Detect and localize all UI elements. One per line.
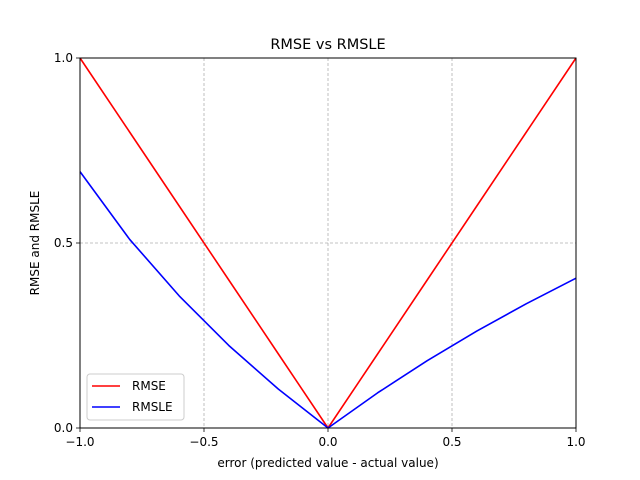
x-tick-label: −1.0: [65, 435, 94, 449]
x-tick-label: 0.5: [442, 435, 461, 449]
legend-label: RMSLE: [132, 400, 173, 414]
ticks: −1.0 −0.5 0.0 0.5 1.0 0.0 0.5 1.0: [54, 51, 586, 449]
legend: RMSE RMSLE: [86, 373, 185, 421]
x-tick-label: −0.5: [189, 435, 218, 449]
y-tick-label: 0.5: [54, 236, 73, 250]
legend-label: RMSE: [132, 379, 166, 393]
y-tick-label: 0.0: [54, 421, 73, 435]
y-tick-label: 1.0: [54, 51, 73, 65]
x-axis-label: error (predicted value - actual value): [217, 456, 438, 470]
x-tick-label: 1.0: [566, 435, 585, 449]
y-axis-label: RMSE and RMSLE: [28, 191, 42, 296]
chart-title: RMSE vs RMSLE: [270, 37, 385, 53]
x-tick-label: 0.0: [318, 435, 337, 449]
